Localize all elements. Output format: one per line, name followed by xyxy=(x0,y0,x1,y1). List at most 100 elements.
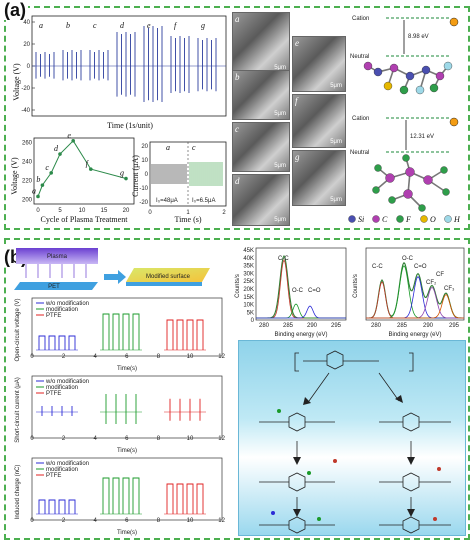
xl-ytick: 20K xyxy=(243,287,254,293)
xps-right-peak-curve xyxy=(366,294,465,319)
vt-seg-label: c xyxy=(93,21,97,30)
panel-a xyxy=(4,6,470,230)
vc-ytick: 200 xyxy=(22,197,33,203)
oc-xtick: 12 xyxy=(218,354,225,360)
oc-pulse xyxy=(186,319,194,350)
ch-pulse xyxy=(196,483,204,514)
ch-pulse xyxy=(58,499,66,514)
atom xyxy=(403,189,413,199)
vc-point xyxy=(89,167,93,171)
current-right-value: I₀=6.5μA xyxy=(192,198,215,204)
atom xyxy=(399,85,409,95)
voltage-time-xlabel: Time (1s/unit) xyxy=(107,121,153,130)
sc-xtick: 2 xyxy=(62,436,66,442)
xps-left-peak-cc: C-C xyxy=(278,256,289,262)
vc-ytick: 220 xyxy=(22,178,33,184)
oc-xtick: 6 xyxy=(125,354,129,360)
oc-pulse xyxy=(102,313,110,350)
legend-label: w/o modification xyxy=(45,461,89,467)
oc-xlabel: Time(s) xyxy=(117,366,137,372)
vc-point-label: g xyxy=(120,169,124,178)
vc-point-label: f xyxy=(86,159,90,168)
ch-xtick: 2 xyxy=(62,518,66,524)
vt-seg-label: f xyxy=(174,21,178,30)
vc-point-label: c xyxy=(45,163,49,172)
oc-pulse xyxy=(112,313,120,350)
current-left-tag: a xyxy=(166,143,170,152)
vc-point-label: a xyxy=(32,186,36,195)
ct-ytick: 10 xyxy=(141,158,148,164)
energy-top-neutral: Neutral xyxy=(350,54,369,60)
xl-xtick: 285 xyxy=(283,323,294,329)
xl-ytick: 35K xyxy=(243,264,254,270)
ct-ytick: -10 xyxy=(139,186,148,192)
xr-xtick: 295 xyxy=(449,323,460,329)
xps-left-peak-co: C=O xyxy=(308,288,321,294)
vt-ytick: 0 xyxy=(27,64,31,70)
vc-point xyxy=(36,194,40,199)
energy-top-value: 8.98 eV xyxy=(408,34,429,40)
legend-label: modification xyxy=(46,385,78,391)
xps-right-peak-cf: CF xyxy=(436,272,444,278)
xps-right-peak-co: C=O xyxy=(414,264,427,270)
legend-label: PTFE xyxy=(46,473,61,479)
xl-ytick: 40K xyxy=(243,256,254,262)
legend-label: PTFE xyxy=(46,313,61,319)
sem-image-f: f 5μm xyxy=(292,94,346,148)
sem-image-g: g 5μm xyxy=(292,150,346,206)
xps-left-peak-oc: O-C xyxy=(292,288,304,294)
ch-pulse xyxy=(38,499,46,514)
atom xyxy=(372,186,380,194)
vc-point xyxy=(40,183,45,187)
atom xyxy=(435,71,445,81)
ch-pulse xyxy=(102,477,110,514)
xps-right-plot: Counts/s 280 285 290 295 C-C O-C C=O CF CF₂… xyxy=(353,247,465,338)
sem-image-b: b 5μm xyxy=(232,70,290,120)
xps-left-peak-curve xyxy=(256,303,346,319)
voltage-cycle-ylabel: Voltage (V) xyxy=(10,157,19,195)
legend-label: H xyxy=(453,215,461,224)
legend-label: F xyxy=(405,215,411,224)
atom xyxy=(429,83,439,93)
atom xyxy=(442,188,450,196)
vt-seg-label: b xyxy=(66,21,70,30)
xps-right-peak-cc: C-C xyxy=(372,264,383,270)
ch-ylabel: Induced charge (nC) xyxy=(15,465,21,520)
plasma-schematic: Plasma PET Modified surface xyxy=(14,248,210,290)
sc-current-plot: Short-circuit current (μA) w/o modificat… xyxy=(15,375,226,454)
atom xyxy=(374,164,382,172)
xl-xtick: 280 xyxy=(259,323,270,329)
electron-icon-bottom xyxy=(449,117,459,127)
oc-pulse xyxy=(38,335,46,350)
vt-seg-label: e xyxy=(147,21,151,30)
xr-xtick: 290 xyxy=(423,323,434,329)
ch-pulse xyxy=(122,477,130,514)
vc-xtick: 10 xyxy=(79,208,86,214)
oc-pulse xyxy=(166,319,174,350)
oc-pulse xyxy=(48,335,56,350)
xl-ytick: 30K xyxy=(243,271,254,277)
xl-ytick: 10K xyxy=(243,303,254,309)
legend-swatch xyxy=(420,215,428,223)
ch-xtick: 4 xyxy=(94,518,98,524)
atom xyxy=(373,67,383,77)
oc-ylabel: Open-circuit voltage (V) xyxy=(15,298,21,361)
atom xyxy=(383,81,393,91)
current-xtick-2: 2 xyxy=(222,210,226,216)
vc-point xyxy=(58,152,62,156)
vc-point-label: e xyxy=(67,134,71,140)
sc-ylabel: Short-circuit current (μA) xyxy=(15,377,21,442)
oc-pulse xyxy=(122,313,130,350)
vc-xtick: 5 xyxy=(58,208,62,214)
current-time-xlabel: Time (s) xyxy=(174,215,201,224)
sc-xtick: 4 xyxy=(94,436,98,442)
ch-pulse xyxy=(166,483,174,514)
atom xyxy=(402,154,410,162)
vc-point-label: b xyxy=(36,175,40,184)
ch-xtick: 8 xyxy=(157,518,161,524)
atom xyxy=(363,61,373,71)
xr-xtick: 285 xyxy=(397,323,408,329)
vt-seg-label: g xyxy=(201,21,205,30)
